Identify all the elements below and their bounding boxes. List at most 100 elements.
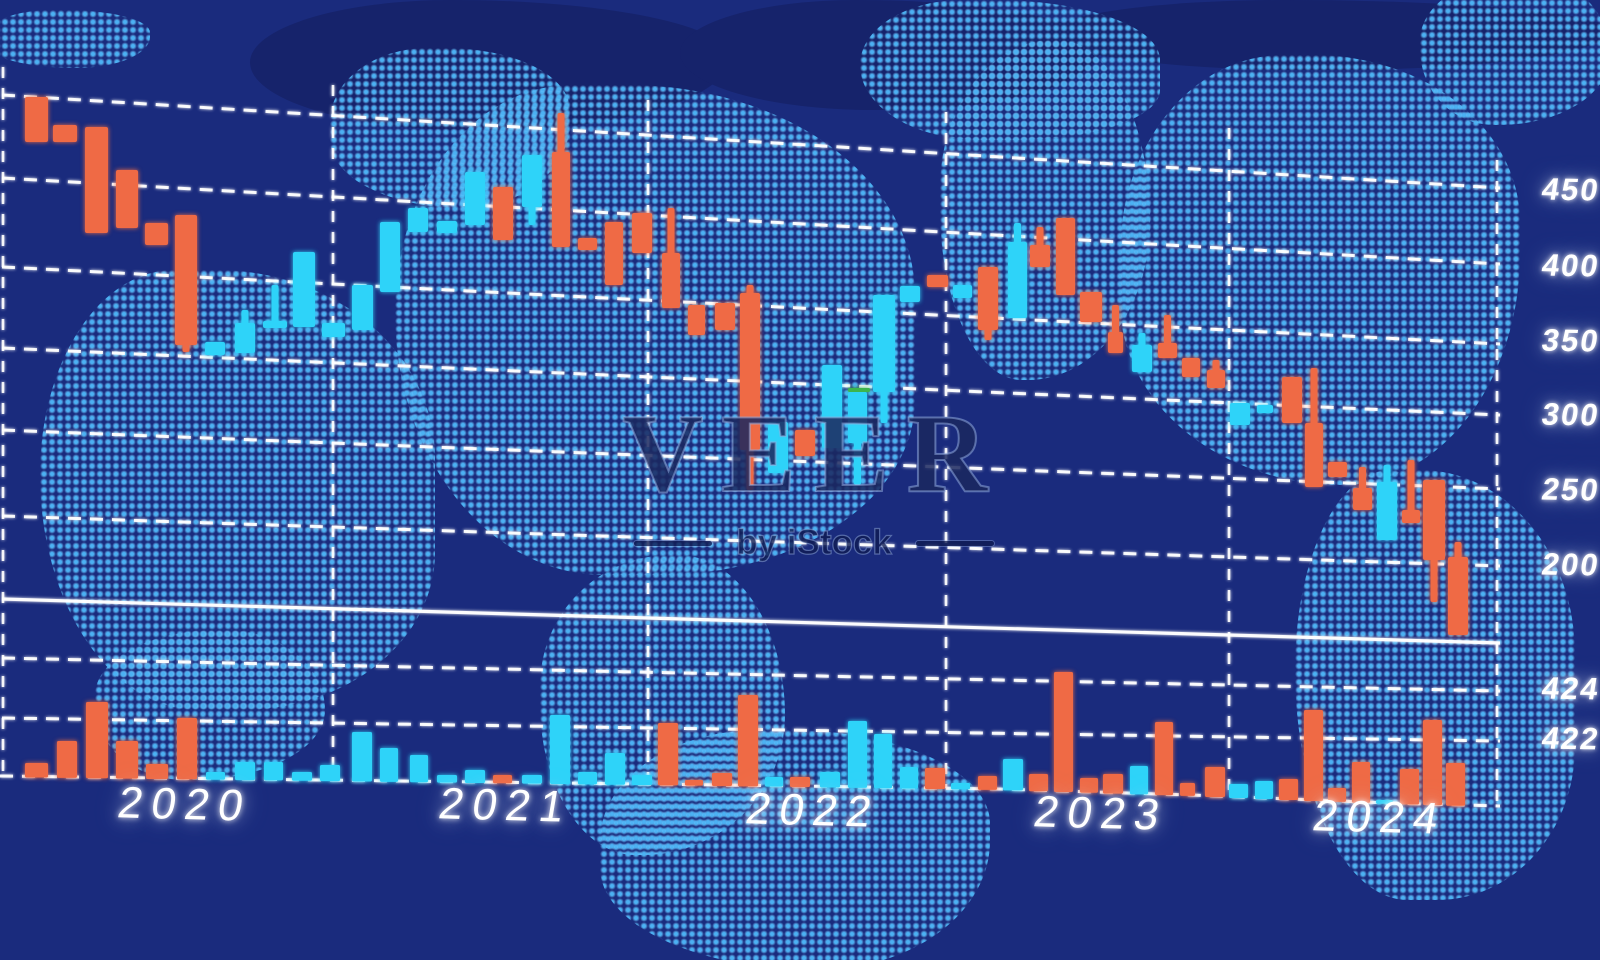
candle-down [715, 303, 735, 330]
candle-down [1282, 377, 1302, 423]
candle-down [25, 97, 48, 142]
candle-down [1353, 488, 1372, 510]
candle-down [1080, 292, 1102, 322]
volume-bar-down [177, 718, 197, 780]
watermark-title: VEER [621, 391, 1006, 517]
candle-up [768, 422, 788, 473]
volume-bar-down [86, 702, 108, 779]
candle-down [632, 213, 652, 253]
candle-down [1108, 332, 1123, 353]
volume-bar-down [146, 764, 168, 779]
price-gridline-200 [1, 514, 1501, 568]
candle-up [1377, 482, 1397, 540]
candle-wick [271, 285, 279, 328]
volume-bar-down [658, 723, 678, 786]
candle-up [1230, 403, 1250, 425]
volume-bar-up [1229, 784, 1248, 798]
volume-bar-down [738, 695, 758, 787]
candle-up [1257, 405, 1273, 413]
candle-down [978, 267, 998, 330]
candle-up [900, 286, 920, 302]
volume-bar-down [1155, 722, 1173, 796]
volume-bar-up [1003, 759, 1023, 791]
volume-bar-down [685, 780, 703, 786]
volume-bar-up [578, 772, 597, 785]
volume-bar-up [465, 770, 485, 783]
volume-bar-up [550, 715, 570, 784]
volume-bar-up [1130, 766, 1148, 795]
volume-bar-down [1446, 763, 1465, 806]
world-map-dots [0, 10, 150, 68]
volume-bar-down [116, 741, 138, 779]
volume-bar-up [380, 748, 398, 782]
candle-up [1132, 345, 1152, 372]
candle-down [175, 215, 197, 345]
volume-bar-up [951, 783, 970, 790]
candle-down [53, 125, 77, 142]
candle-up [263, 321, 287, 328]
volume-bar-up [1376, 800, 1393, 804]
watermark-subtitle-text: by iStock [736, 522, 893, 562]
watermark-line-left-icon [634, 540, 713, 546]
volume-bar-down [493, 775, 512, 784]
volume-bar-up [206, 772, 225, 780]
candle-down [1056, 218, 1075, 295]
volume-bar-down [1279, 779, 1298, 800]
volume-bar-down [1328, 788, 1346, 802]
volume-bar-up [352, 732, 372, 782]
candle-down [116, 170, 138, 228]
green-marker [848, 388, 870, 392]
candle-down [1448, 557, 1468, 635]
candle-wick [1407, 460, 1415, 523]
candle-up [380, 222, 400, 292]
volume-bar-down [1103, 774, 1123, 794]
volume-bar-up [848, 721, 867, 788]
volume-bar-down [1205, 767, 1225, 797]
volume-bar-down [1304, 710, 1323, 801]
volume-bar-up [320, 765, 340, 782]
volume-bar-down [790, 777, 810, 787]
candle-down [1182, 358, 1200, 377]
candle-down [578, 238, 597, 250]
volume-bar-down [1180, 783, 1195, 796]
volume-bar-up [632, 775, 652, 786]
candle-up [465, 172, 485, 225]
volume-bar-down [1029, 774, 1048, 792]
candle-down [927, 275, 948, 287]
candle-down [552, 152, 570, 247]
volume-gridline-424 [1, 656, 1501, 693]
candle-down [1030, 245, 1050, 267]
candle-up [293, 252, 315, 327]
volume-bar-up [820, 772, 840, 788]
candle-up [522, 155, 542, 207]
candle-up [873, 295, 895, 392]
volume-bar-up [900, 767, 918, 789]
candle-up [953, 285, 972, 298]
volume-bar-down [712, 773, 732, 787]
watermark-subtitle: by iStock [14, 522, 1600, 563]
candle-up [408, 208, 428, 232]
volume-bar-up [292, 772, 312, 781]
candle-up [352, 285, 373, 330]
volume-bar-up [874, 734, 892, 789]
candle-down [1305, 423, 1323, 487]
candle-down [1158, 343, 1177, 358]
volume-bar-up [765, 777, 783, 787]
volume-bar-up [235, 762, 255, 781]
candle-up [822, 365, 842, 448]
candle-down [1423, 480, 1445, 560]
candle-down [145, 223, 168, 245]
volume-bar-down [25, 763, 48, 778]
world-map-dots [395, 85, 915, 575]
candle-up [235, 323, 255, 353]
candle-down [605, 222, 623, 285]
volume-bar-up [1255, 781, 1273, 799]
candle-up [848, 392, 867, 443]
candle-down [1402, 510, 1420, 523]
candle-down [795, 430, 815, 456]
candle-down [740, 293, 760, 450]
volume-bar-down [1080, 778, 1098, 793]
candle-down [85, 127, 108, 233]
